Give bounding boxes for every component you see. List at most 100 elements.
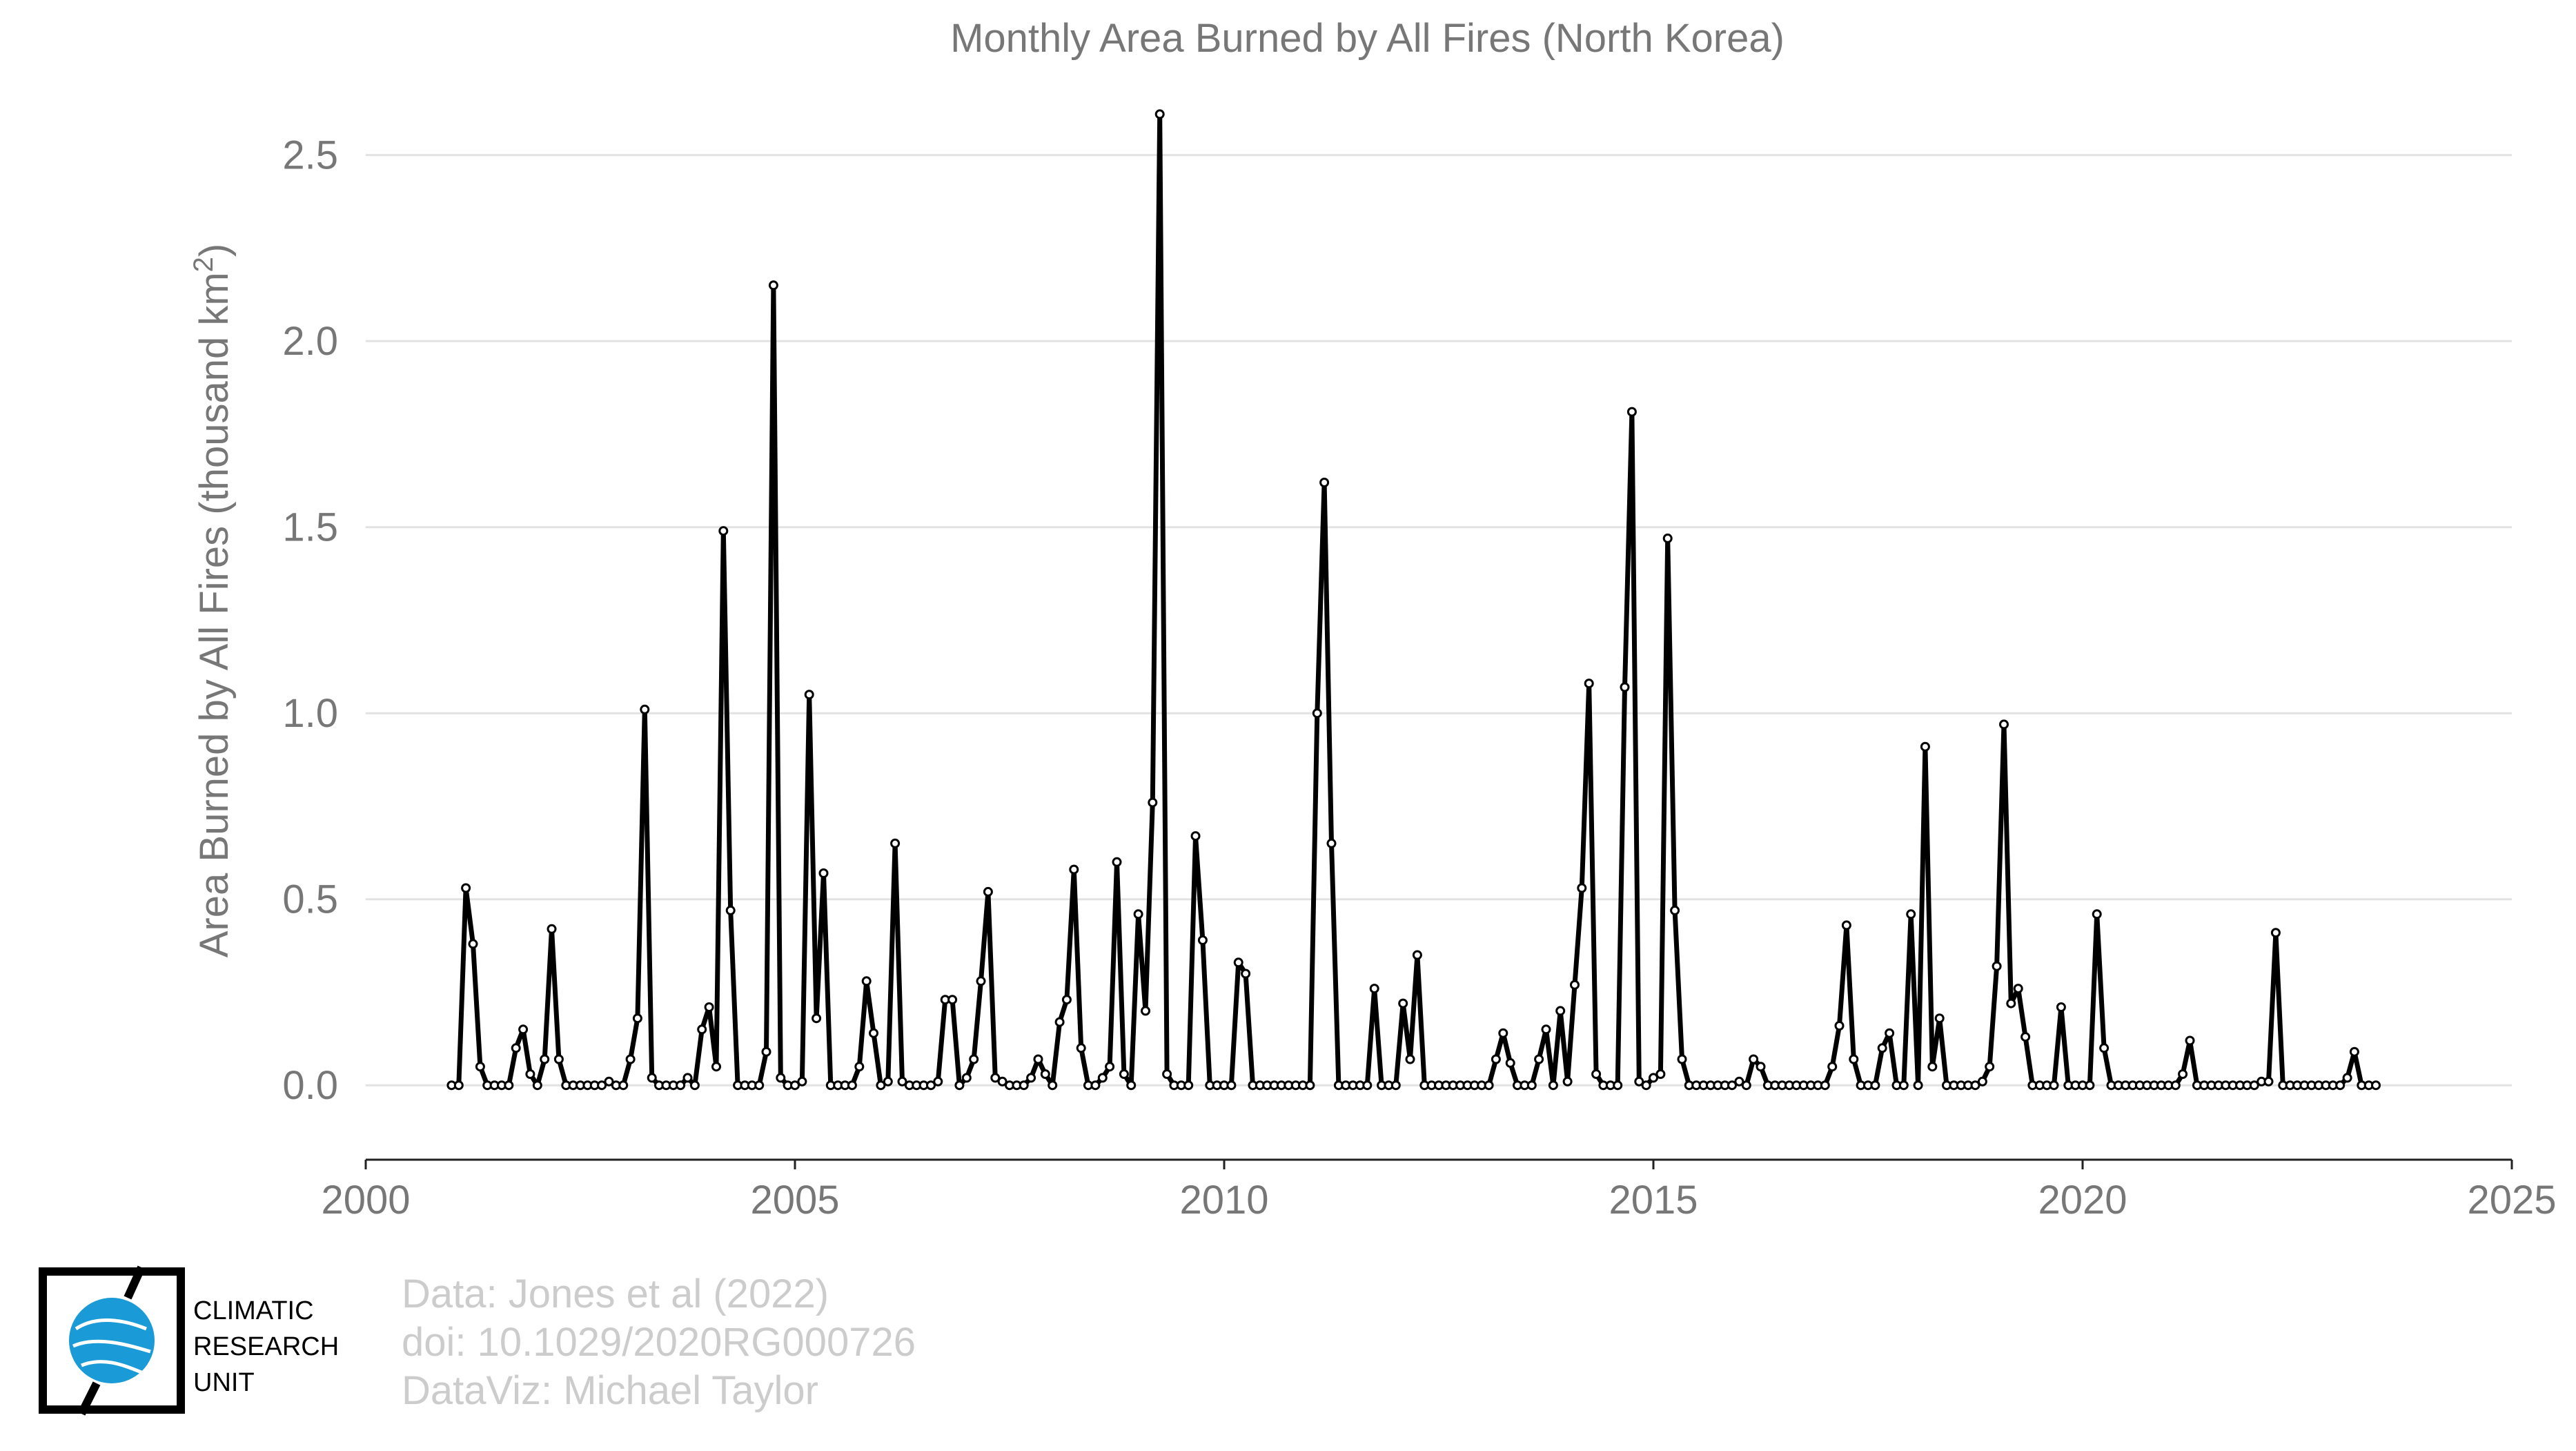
data-point	[1498, 1028, 1508, 1038]
data-point	[1626, 407, 1637, 417]
data-point	[1662, 533, 1673, 543]
data-point	[1927, 1062, 1938, 1072]
data-point	[1126, 1080, 1137, 1091]
logo-line-2: RESEARCH	[193, 1332, 340, 1361]
data-point	[1906, 909, 1916, 919]
data-point	[1841, 920, 1851, 931]
data-point	[682, 1073, 693, 1083]
data-point	[2178, 1069, 2188, 1079]
data-point	[1505, 1058, 1515, 1068]
logo-bracket-right	[63, 1267, 185, 1414]
data-point	[2270, 928, 2281, 938]
data-point	[1154, 109, 1165, 119]
data-point	[647, 1073, 657, 1083]
series-line	[451, 111, 2376, 1088]
data-point	[718, 526, 729, 536]
data-point	[2170, 1080, 2181, 1091]
data-point	[518, 1024, 529, 1035]
y-tick-label: 2.5	[282, 133, 338, 178]
data-point	[1369, 984, 1379, 994]
data-point	[1727, 1080, 1737, 1091]
data-point	[1555, 1006, 1566, 1016]
x-tick-label: 2015	[1609, 1178, 1698, 1223]
data-point	[897, 1076, 907, 1087]
data-points	[446, 109, 2381, 1091]
data-point	[1970, 1080, 1980, 1091]
data-point	[997, 1076, 1007, 1087]
data-point	[1491, 1054, 1501, 1064]
data-point	[1877, 1043, 1887, 1053]
y-tick-label: 0.5	[282, 877, 338, 922]
data-point	[776, 1073, 786, 1083]
data-point	[861, 976, 872, 986]
data-point	[532, 1080, 542, 1091]
data-point	[1076, 1043, 1086, 1053]
data-point	[1670, 905, 1680, 915]
data-point	[1412, 950, 1422, 960]
data-point	[1749, 1054, 1759, 1064]
data-point	[961, 1073, 972, 1083]
data-point	[1992, 961, 2002, 971]
data-point	[1090, 1080, 1101, 1091]
data-point	[2021, 1032, 2031, 1042]
source-credits: Data: Jones et al (2022) doi: 10.1029/20…	[402, 1270, 916, 1415]
data-point	[1241, 968, 1251, 979]
data-point	[697, 1024, 707, 1035]
x-tick-label: 2025	[2467, 1178, 2556, 1223]
data-point	[2342, 1073, 2352, 1083]
data-point	[890, 838, 901, 848]
data-point	[926, 1080, 936, 1091]
y-tick-label: 0.0	[282, 1063, 338, 1108]
data-point	[1534, 1054, 1544, 1064]
data-point	[1319, 478, 1330, 487]
data-point	[1655, 1069, 1666, 1079]
data-point	[818, 868, 829, 878]
data-point	[768, 280, 778, 291]
data-point	[883, 1076, 893, 1087]
credit-doi: doi: 10.1029/2020RG000726	[402, 1320, 916, 1365]
logo-label: CLIMATIC RESEARCH UNIT	[193, 1293, 339, 1401]
data-point	[1148, 797, 1158, 808]
data-point	[689, 1080, 700, 1091]
x-tick-label: 2005	[750, 1178, 839, 1223]
data-point	[1641, 1080, 1651, 1091]
y-tick-label: 1.0	[282, 691, 338, 736]
data-point	[2099, 1043, 2110, 1053]
data-point	[604, 1076, 614, 1087]
y-tick-label: 2.0	[282, 319, 338, 364]
x-tick-labels: 2000 2005 2010 2015 2020 2025	[321, 1160, 2557, 1223]
data-point	[640, 704, 650, 714]
data-point	[1105, 1062, 1115, 1072]
data-point	[475, 1062, 485, 1072]
data-point	[1985, 1062, 1995, 1072]
data-point	[1405, 1054, 1415, 1064]
data-point	[1398, 998, 1408, 1009]
data-point	[1613, 1080, 1623, 1091]
data-point	[1934, 1013, 1945, 1024]
data-point	[1390, 1080, 1401, 1091]
data-point	[2335, 1080, 2346, 1091]
data-point	[1541, 1024, 1551, 1035]
data-point	[869, 1028, 878, 1038]
data-point	[1620, 682, 1630, 692]
data-point	[954, 1080, 965, 1091]
data-point	[969, 1054, 979, 1064]
x-tick-label: 2010	[1179, 1178, 1268, 1223]
data-point	[1913, 1080, 1923, 1091]
data-point	[1190, 831, 1201, 841]
data-point	[1920, 741, 1930, 752]
data-point	[1741, 1080, 1751, 1091]
data-point	[1677, 1054, 1687, 1064]
data-point	[553, 1054, 564, 1064]
data-point	[711, 1062, 721, 1072]
data-point	[812, 1013, 822, 1024]
data-point	[1183, 1080, 1194, 1091]
data-point	[854, 1062, 865, 1072]
data-point	[2085, 1080, 2095, 1091]
data-point	[1591, 1069, 1602, 1079]
data-point	[1112, 857, 1122, 867]
data-point	[761, 1046, 771, 1057]
data-point	[597, 1080, 607, 1091]
chart-title: Monthly Area Burned by All Fires (North …	[950, 16, 1784, 61]
